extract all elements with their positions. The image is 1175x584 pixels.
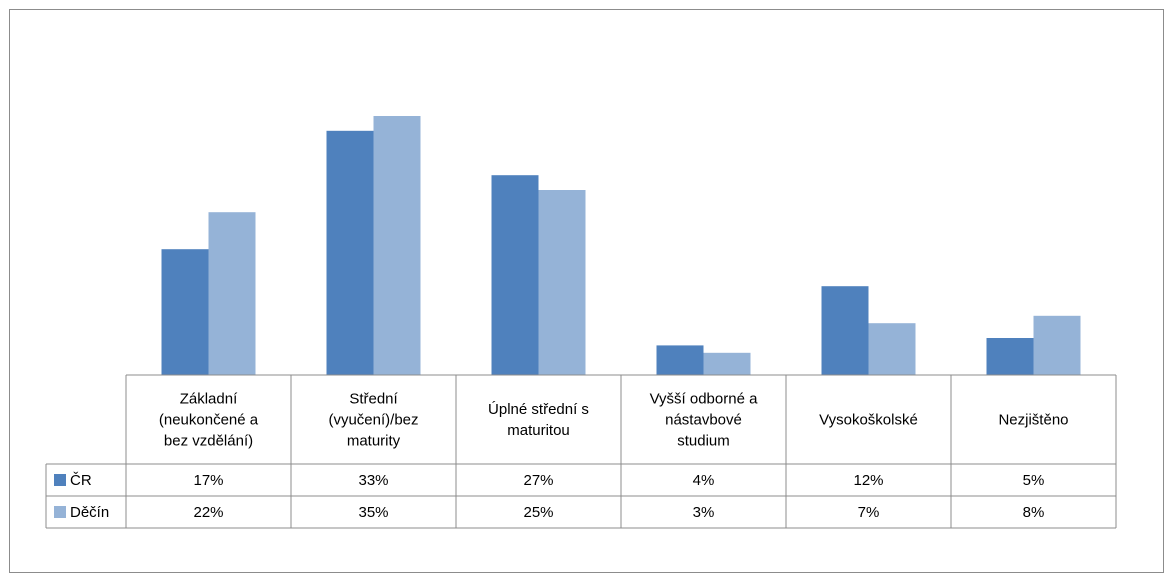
category-label-line: Vysokoškolské — [819, 412, 918, 429]
category-label-line: maturitou — [507, 422, 570, 439]
data-label-cr-3: 27% — [523, 472, 553, 489]
category-label-line: Střední — [349, 391, 398, 408]
category-label: Nezjištěno — [998, 412, 1068, 429]
category-label-line: (neukončené a — [159, 412, 259, 429]
bar-decin-1 — [208, 212, 256, 375]
data-label-cr-1: 17% — [193, 472, 223, 489]
bar-decin-5 — [868, 323, 916, 375]
data-label-cr-2: 33% — [358, 472, 388, 489]
bar-decin-6 — [1033, 315, 1081, 375]
category-label-line: maturity — [347, 433, 401, 450]
category-label: Základní (neukončené a bez vzdělání) — [159, 391, 259, 450]
data-label-cr-6: 5% — [1023, 472, 1045, 489]
legend-key-cr — [54, 474, 66, 486]
data-label-decin-5: 7% — [858, 504, 880, 521]
data-label-decin-4: 3% — [693, 504, 715, 521]
category-label-line: Základní — [180, 391, 238, 408]
data-label-decin-2: 35% — [358, 504, 388, 521]
category-label: Vyšší odborné a nástavbové studium — [650, 391, 758, 450]
bars-group — [161, 116, 1081, 375]
legend-key-decin — [54, 506, 66, 518]
category-label-line: Vyšší odborné a — [650, 391, 758, 408]
category-label: Střední (vyučení)/bez maturity — [328, 391, 418, 450]
data-label-cr-5: 12% — [853, 472, 883, 489]
category-label-line: Nezjištěno — [998, 412, 1068, 429]
data-label-cr-4: 4% — [693, 472, 715, 489]
category-label-line: Úplné střední s — [488, 401, 589, 418]
bar-cr-3 — [491, 175, 539, 375]
bar-decin-3 — [538, 190, 586, 375]
category-label: Vysokoškolské — [819, 412, 918, 429]
bar-cr-6 — [986, 338, 1034, 375]
data-label-decin-6: 8% — [1023, 504, 1045, 521]
category-label-line: (vyučení)/bez — [328, 412, 418, 429]
category-label-line: studium — [677, 433, 730, 450]
bar-cr-1 — [161, 249, 209, 375]
category-label-line: nástavbové — [665, 412, 742, 429]
data-label-decin-3: 25% — [523, 504, 553, 521]
category-label-line: bez vzdělání) — [164, 433, 253, 450]
category-label: Úplné střední s maturitou — [488, 401, 589, 439]
bar-decin-2 — [373, 116, 421, 375]
data-label-decin-1: 22% — [193, 504, 223, 521]
data-table: Základní (neukončené a bez vzdělání) Středn… — [45, 374, 1117, 529]
bar-decin-4 — [703, 352, 751, 375]
bar-cr-5 — [821, 286, 869, 375]
bar-cr-2 — [326, 130, 374, 375]
legend-label-decin: Děčín — [70, 504, 109, 521]
bar-cr-4 — [656, 345, 704, 375]
legend-label-cr: ČR — [70, 472, 92, 489]
